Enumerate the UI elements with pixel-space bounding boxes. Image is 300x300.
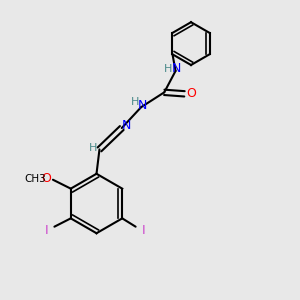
Text: CH3: CH3	[25, 174, 46, 184]
Text: H: H	[131, 97, 139, 107]
Text: O: O	[41, 172, 51, 185]
Text: N: N	[138, 99, 147, 112]
Text: N: N	[172, 62, 182, 75]
Text: I: I	[142, 224, 146, 237]
Text: H: H	[89, 143, 97, 153]
Text: O: O	[186, 87, 196, 100]
Text: H: H	[164, 64, 172, 74]
Text: I: I	[45, 224, 48, 237]
Text: N: N	[122, 119, 131, 132]
